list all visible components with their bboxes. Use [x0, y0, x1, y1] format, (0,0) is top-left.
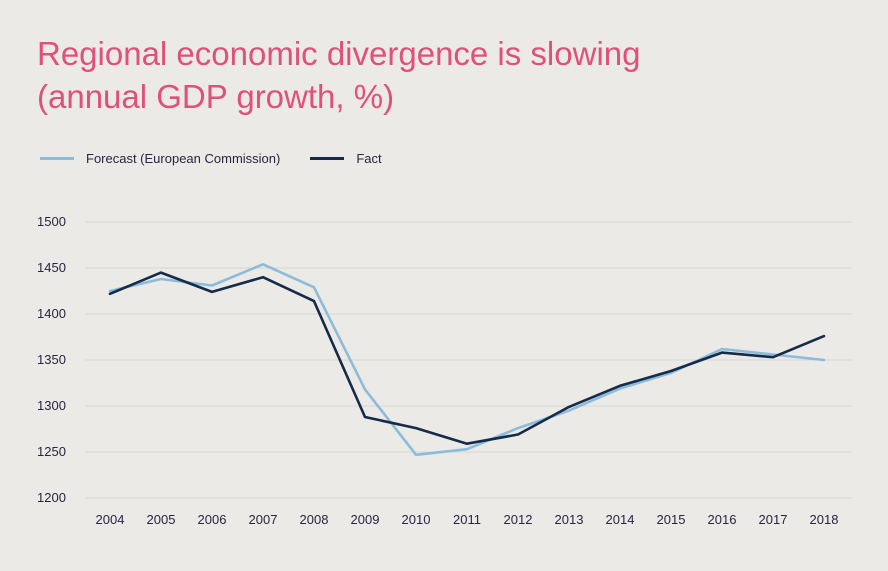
x-tick-label-2006: 2006 [198, 512, 227, 527]
y-tick-label-1350: 1350 [37, 352, 66, 367]
y-tick-label-1500: 1500 [37, 214, 66, 229]
x-tick-label-2008: 2008 [300, 512, 329, 527]
x-tick-label-2005: 2005 [147, 512, 176, 527]
legend-swatch-forecast [40, 156, 74, 160]
legend-label-forecast: Forecast (European Commission) [86, 150, 281, 166]
x-tick-label-2013: 2013 [555, 512, 584, 527]
x-tick-label-2004: 2004 [96, 512, 125, 527]
legend-label-fact: Fact [356, 150, 382, 166]
chart-title-line-1: Regional economic divergence is slowing [37, 35, 641, 72]
x-tick-label-2007: 2007 [249, 512, 278, 527]
series-line-forecast [108, 262, 826, 457]
x-tick-label-2015: 2015 [657, 512, 686, 527]
x-tick-label-2012: 2012 [504, 512, 533, 527]
y-tick-label-1300: 1300 [37, 398, 66, 413]
y-tick-label-1250: 1250 [37, 444, 66, 459]
legend-item-forecast: Forecast (European Commission) [40, 151, 280, 166]
y-tick-label-1450: 1450 [37, 260, 66, 275]
y-tick-label-1400: 1400 [37, 306, 66, 321]
y-tick-label-1200: 1200 [37, 490, 66, 505]
x-tick-label-2011: 2011 [453, 512, 481, 527]
x-tick-label-2010: 2010 [402, 512, 431, 527]
chart-title: Regional economic divergence is slowing … [37, 32, 641, 118]
chart-legend: Forecast (European Commission) Fact [40, 148, 382, 168]
legend-swatch-fact [310, 156, 345, 160]
chart-title-line-2: (annual GDP growth, %) [37, 78, 395, 115]
x-tick-label-2014: 2014 [606, 512, 635, 527]
legend-item-fact: Fact [310, 150, 382, 166]
series-line-fact [108, 271, 826, 446]
x-tick-label-2009: 2009 [351, 512, 380, 527]
x-tick-label-2017: 2017 [759, 512, 788, 527]
x-tick-label-2018: 2018 [810, 512, 839, 527]
x-tick-label-2016: 2016 [708, 512, 737, 527]
